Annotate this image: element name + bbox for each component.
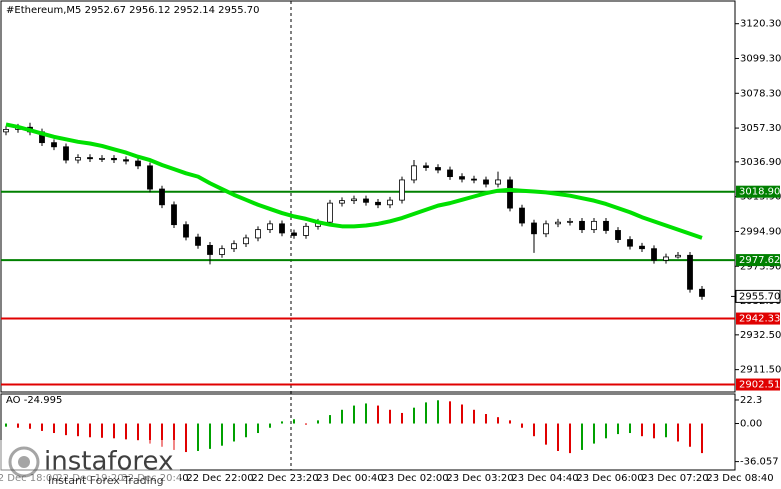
- candle-body: [603, 220, 609, 231]
- candle-body: [339, 200, 345, 204]
- level-box: [736, 254, 780, 267]
- candle-body: [231, 243, 237, 250]
- watermark-tagline: Instant Forex Trading: [48, 474, 164, 487]
- x-tick-label: 23 Dec 03:20: [446, 473, 513, 484]
- moving-average: [5, 122, 703, 240]
- candle-body: [51, 142, 57, 148]
- x-tick-label: 23 Dec 04:40: [511, 473, 578, 484]
- x-tick-label: 22 Dec 23:20: [251, 473, 318, 484]
- y-tick-label: 3057.30: [740, 123, 781, 134]
- candle-body: [627, 239, 633, 247]
- candle-body: [279, 223, 285, 234]
- ao-tick-label: 22.3: [740, 395, 762, 406]
- watermark: instaforex Instant Forex Trading: [0, 440, 180, 489]
- candle-body: [531, 222, 537, 235]
- candle-body: [471, 178, 477, 181]
- candle-body: [111, 157, 117, 161]
- candle-body: [435, 167, 441, 171]
- watermark-brand: instaforex: [44, 447, 173, 477]
- candle-body: [75, 157, 81, 161]
- level-box: [736, 378, 780, 391]
- x-tick-label: 22 Dec 22:00: [186, 473, 253, 484]
- candle-body: [255, 229, 261, 239]
- candle-body: [411, 165, 417, 181]
- x-tick-label: 23 Dec 06:00: [576, 473, 643, 484]
- ao-tick-label: 0.00: [740, 419, 762, 430]
- candle-body: [579, 220, 585, 231]
- candle-body: [543, 223, 549, 235]
- candle-body: [591, 220, 597, 231]
- level-box: [736, 185, 780, 198]
- candle-body: [387, 199, 393, 206]
- candle-body: [507, 179, 513, 209]
- y-tick-label: 3099.30: [740, 53, 781, 64]
- candle-body: [207, 244, 213, 255]
- candle-body: [135, 160, 141, 167]
- candle-body: [219, 248, 225, 255]
- candle-body: [3, 129, 9, 133]
- candle-body: [63, 146, 69, 161]
- watermark-icon: [18, 456, 30, 468]
- candle-body: [183, 224, 189, 238]
- candle-body: [99, 157, 105, 160]
- chart-title: #Ethereum,M5 2952.67 2956.12 2952.14 295…: [6, 5, 260, 16]
- candle-body: [699, 288, 705, 297]
- candle-body: [675, 254, 681, 258]
- y-tick-label: 3120.30: [740, 19, 781, 30]
- x-tick-label: 23 Dec 08:40: [706, 473, 773, 484]
- candle-body: [615, 230, 621, 240]
- y-tick-label: 2932.50: [740, 330, 781, 341]
- candle-body: [423, 165, 429, 168]
- current-price-box: [735, 289, 781, 303]
- candle-body: [399, 179, 405, 201]
- candle-body: [267, 223, 273, 231]
- candle-body: [327, 202, 333, 223]
- candle-body: [555, 221, 561, 225]
- ao-tick-label: -36.057: [740, 457, 779, 468]
- candle-body: [375, 201, 381, 206]
- level-label: 2942.33: [739, 314, 780, 325]
- candle-body: [303, 225, 309, 236]
- ao-label: AO -24.995: [6, 395, 62, 406]
- candle-body: [159, 188, 165, 206]
- candle-body: [195, 236, 201, 246]
- ao-panel: [0, 393, 736, 471]
- level-label: 2977.62: [739, 255, 780, 266]
- y-tick-label: 2994.90: [740, 226, 781, 237]
- x-tick-label: 23 Dec 00:40: [316, 473, 383, 484]
- x-tick-label: 23 Dec 02:00: [381, 473, 448, 484]
- candle-body: [171, 204, 177, 226]
- level-box: [736, 312, 780, 325]
- candle-body: [663, 256, 669, 261]
- candle-body: [243, 237, 249, 245]
- level-label: 3018.90: [739, 187, 780, 198]
- candle-body: [459, 176, 465, 180]
- y-tick-label: 2911.50: [740, 365, 781, 376]
- candle-body: [363, 198, 369, 203]
- watermark-icon: [8, 446, 40, 478]
- candle-body: [687, 254, 693, 290]
- candle-body: [447, 169, 453, 178]
- candle-body: [495, 179, 501, 185]
- candle-body: [87, 157, 93, 160]
- candle-body: [147, 165, 153, 190]
- y-tick-label: 2973.90: [740, 261, 781, 272]
- candle-body: [519, 207, 525, 224]
- candle-body: [351, 198, 357, 202]
- x-tick-label: 23 Dec 07:20: [641, 473, 708, 484]
- candle-body: [123, 159, 129, 162]
- candle-body: [651, 248, 657, 261]
- y-tick-label: 3036.90: [740, 157, 781, 168]
- current-price-label: 2955.70: [739, 291, 780, 302]
- candle-body: [567, 220, 573, 223]
- candle-body: [639, 245, 645, 250]
- candle-body: [291, 232, 297, 236]
- level-label: 2902.51: [739, 380, 780, 391]
- candle-body: [483, 179, 489, 185]
- y-tick-label: 3078.30: [740, 88, 781, 99]
